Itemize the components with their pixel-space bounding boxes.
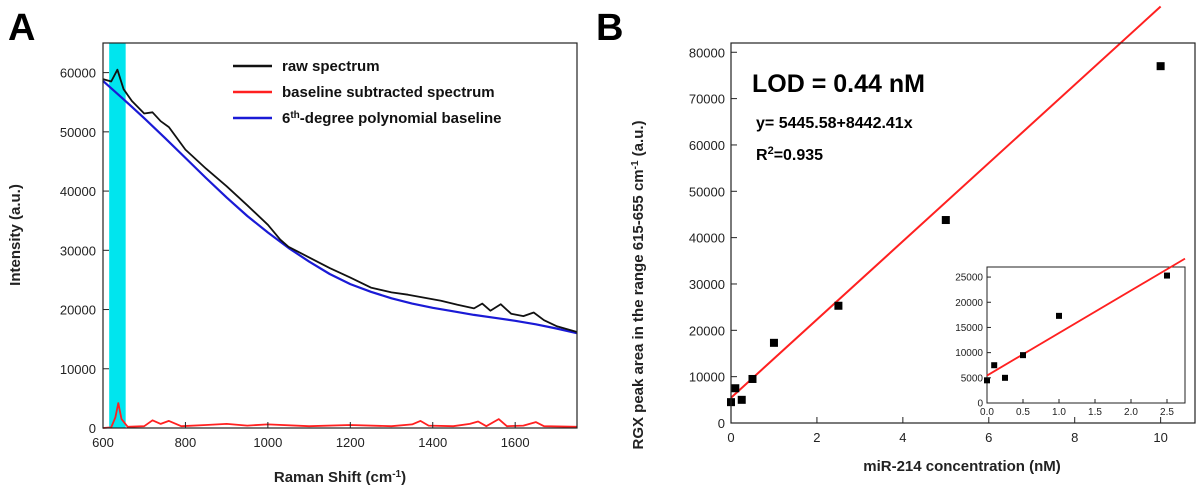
x-tick-label: 600 bbox=[92, 435, 114, 450]
chart-a-series bbox=[102, 68, 578, 429]
chart-a-y-ticks: 0 10000 20000 30000 40000 50000 60000 bbox=[60, 66, 109, 436]
y-tick-label: 40000 bbox=[60, 184, 96, 199]
series-line-6th-degree-polynomial-baseline bbox=[102, 80, 578, 335]
legend-label-raw: raw spectrum bbox=[282, 58, 380, 75]
data-point bbox=[1156, 62, 1165, 71]
x-tick-label: 1200 bbox=[336, 435, 365, 450]
chart-b-frame bbox=[730, 42, 1196, 424]
x-tick-label: 1000 bbox=[253, 435, 282, 450]
inset-data-point bbox=[1020, 352, 1026, 359]
chart-b-y-ticks: 0 10000 20000 30000 40000 50000 60000 70000 8000… bbox=[689, 45, 737, 431]
y-tick-label: 50000 bbox=[60, 125, 96, 140]
chart-a: 600 800 1000 1200 1400 1600 0 10000 20000 30000 4… bbox=[7, 42, 578, 487]
series-line-raw-spectrum bbox=[102, 68, 578, 333]
x-tick-label: 1600 bbox=[501, 435, 530, 450]
inset-y-ticks: 0 5000 10000 15000 20000 25000 bbox=[955, 273, 991, 410]
chart-a-xlabel: Raman Shift (cm-1) bbox=[274, 469, 406, 487]
x-tick-label: 4 bbox=[899, 430, 906, 445]
panel-label-a: A bbox=[8, 7, 35, 49]
data-point bbox=[941, 216, 950, 225]
inset-y-tick-label: 25000 bbox=[955, 273, 983, 284]
inset-data-point bbox=[1002, 374, 1008, 381]
chart-b: 0 2 4 6 8 10 01000020000300004000050000600007… bbox=[630, 5, 1196, 475]
y-tick-label: 20000 bbox=[60, 303, 96, 318]
data-point bbox=[834, 301, 843, 310]
y-tick-label: 0 bbox=[718, 416, 725, 431]
data-point bbox=[748, 374, 757, 383]
y-tick-label: 60000 bbox=[60, 66, 96, 81]
inset-y-tick-label: 5000 bbox=[961, 373, 984, 384]
y-tick-label: 0 bbox=[89, 421, 96, 436]
y-tick-label: 80000 bbox=[689, 45, 725, 60]
inset-data-point bbox=[1164, 272, 1170, 279]
y-tick-label: 70000 bbox=[689, 92, 725, 107]
inset-data-point bbox=[991, 362, 998, 369]
inset-x-tick-label: 1.5 bbox=[1088, 407, 1102, 418]
legend-label-subtracted: baseline subtracted spectrum bbox=[282, 84, 495, 101]
highlight-band bbox=[109, 43, 126, 428]
r2-annotation: R2=0.935 bbox=[756, 145, 823, 164]
data-point bbox=[769, 338, 778, 347]
inset-x-tick-label: 2.0 bbox=[1124, 407, 1138, 418]
legend-label-baseline: 6th-degree polynomial baseline bbox=[282, 110, 502, 128]
lod-annotation: LOD = 0.44 nM bbox=[752, 70, 925, 98]
inset-data-point bbox=[1056, 312, 1062, 319]
inset-chart: 0.0 0.5 1.0 1.5 2.0 2.5 0 5000 10000 15000 20000 2… bbox=[955, 257, 1186, 418]
chart-b-xlabel: miR-214 concentration (nM) bbox=[863, 458, 1061, 475]
inset-y-tick-label: 0 bbox=[977, 399, 983, 410]
inset-y-tick-label: 20000 bbox=[955, 298, 983, 309]
inset-x-tick-label: 1.0 bbox=[1052, 407, 1066, 418]
y-tick-label: 50000 bbox=[689, 184, 725, 199]
fit-line bbox=[730, 5, 1162, 399]
chart-a-legend: raw spectrum baseline subtracted spectru… bbox=[233, 58, 502, 127]
y-tick-label: 40000 bbox=[689, 231, 725, 246]
inset-y-tick-label: 10000 bbox=[955, 348, 983, 359]
y-tick-label: 30000 bbox=[689, 277, 725, 292]
panel-label-b: B bbox=[596, 7, 623, 49]
inset-x-tick-label: 0.5 bbox=[1016, 407, 1030, 418]
data-point bbox=[737, 395, 746, 404]
chart-a-ylabel: Intensity (a.u.) bbox=[7, 184, 24, 286]
y-tick-label: 60000 bbox=[689, 138, 725, 153]
inset-x-ticks: 0.0 0.5 1.0 1.5 2.0 2.5 bbox=[980, 399, 1174, 418]
equation-annotation: y= 5445.58+8442.41x bbox=[756, 115, 913, 132]
x-tick-label: 1400 bbox=[418, 435, 447, 450]
inset-frame bbox=[986, 266, 1186, 404]
inset-x-tick-label: 2.5 bbox=[1160, 407, 1174, 418]
series-line-baseline-subtracted-spectrum bbox=[102, 402, 578, 429]
fit-line-group bbox=[730, 5, 1162, 399]
chart-b-ylabel: RGX peak area in the range 615-655 cm-1 … bbox=[630, 120, 648, 449]
chart-a-frame bbox=[102, 42, 578, 429]
x-tick-label: 10 bbox=[1153, 430, 1167, 445]
x-tick-label: 8 bbox=[1071, 430, 1078, 445]
data-point bbox=[731, 384, 740, 393]
x-tick-label: 2 bbox=[813, 430, 820, 445]
y-tick-label: 20000 bbox=[689, 323, 725, 338]
inset-x-tick-label: 0.0 bbox=[980, 407, 994, 418]
x-tick-label: 0 bbox=[727, 430, 734, 445]
inset-points bbox=[984, 272, 1170, 384]
y-tick-label: 10000 bbox=[689, 370, 725, 385]
inset-data-point bbox=[984, 377, 990, 384]
y-tick-label: 30000 bbox=[60, 243, 96, 258]
y-tick-label: 10000 bbox=[60, 362, 96, 377]
x-tick-label: 6 bbox=[985, 430, 992, 445]
chart-a-x-ticks: 600 800 1000 1200 1400 1600 bbox=[92, 422, 530, 450]
chart-b-x-ticks: 0 2 4 6 8 10 bbox=[727, 417, 1168, 445]
x-tick-label: 800 bbox=[175, 435, 197, 450]
inset-y-tick-label: 15000 bbox=[955, 323, 983, 334]
